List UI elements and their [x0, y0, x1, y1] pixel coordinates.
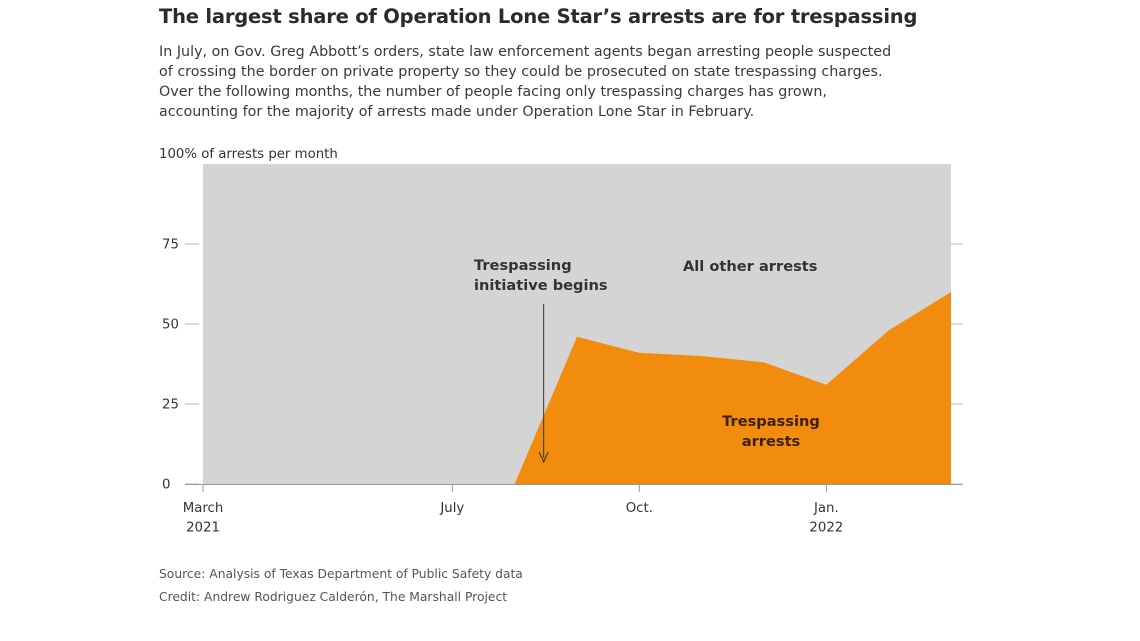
x-tick-label: 2021: [186, 521, 220, 536]
y-tick-label: 25: [162, 398, 179, 413]
subtitle-line: In July, on Gov. Greg Abbott’s orders, s…: [159, 44, 892, 60]
annotation-trespassing-arrests: arrests: [742, 433, 801, 450]
chart-title: The largest share of Operation Lone Star…: [159, 5, 918, 28]
annotation-arrowhead: [538, 451, 549, 464]
x-tick-label: March: [183, 501, 224, 516]
y-tick-label: 0: [162, 478, 170, 493]
y-axis: 0 25 50 75: [162, 238, 963, 493]
x-tick-label: July: [439, 501, 464, 516]
x-tick-label: Jan.: [813, 501, 839, 516]
annotation-trespassing-arrests: Trespassing: [722, 413, 820, 430]
annotations: Trespassing initiative begins All other ar…: [474, 257, 820, 464]
y-tick-label: 75: [162, 238, 179, 253]
annotation-initiative-begins: Trespassing: [474, 257, 572, 274]
annotation-initiative-begins: initiative begins: [474, 277, 608, 294]
plot-area: [203, 164, 951, 484]
subtitle-line: of crossing the border on private proper…: [159, 64, 883, 80]
source-note: Source: Analysis of Texas Department of …: [159, 567, 523, 581]
area-chart: 100% of arrests per month 0 25 50 75 March 2…: [159, 147, 963, 536]
y-tick-label: 50: [162, 318, 179, 333]
subtitle-line: Over the following months, the number of…: [159, 84, 827, 100]
x-tick-label: 2022: [809, 521, 843, 536]
annotation-all-other-arrests: All other arrests: [683, 258, 817, 275]
subtitle-line: accounting for the majority of arrests m…: [159, 104, 755, 120]
x-tick-label: Oct.: [626, 501, 653, 516]
x-axis: March 2021 July Oct. Jan. 2022: [183, 484, 843, 536]
y-axis-label: 100% of arrests per month: [159, 147, 338, 162]
series-area-trespassing-arrests: [203, 292, 951, 484]
credit-note: Credit: Andrew Rodriguez Calderón, The M…: [159, 590, 508, 604]
chart-subtitle: In July, on Gov. Greg Abbott’s orders, s…: [159, 42, 989, 122]
